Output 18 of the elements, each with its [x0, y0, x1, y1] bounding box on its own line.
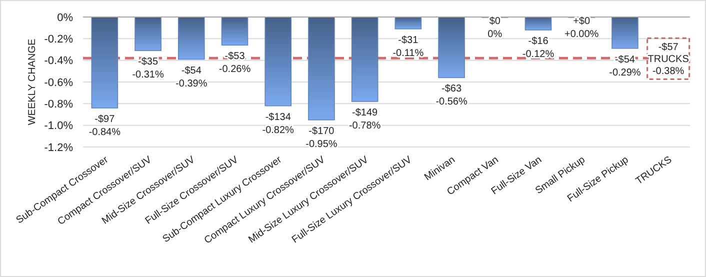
y-tick-label: 0% — [57, 12, 74, 24]
y-tick-label: -0.6% — [44, 76, 74, 89]
data-label: -$134 -0.82% — [262, 112, 294, 136]
data-label: $0 0% — [488, 16, 502, 40]
data-label: -$97 -0.84% — [88, 114, 121, 138]
data-label: -$170 -0.95% — [306, 126, 338, 150]
y-tick-label: -1.0% — [44, 120, 74, 132]
y-tick-label: -0.8% — [44, 98, 74, 111]
data-label: -$35 -0.31% — [132, 56, 164, 81]
data-label: -$31 -0.11% — [392, 34, 424, 59]
y-tick-label: -0.2% — [44, 34, 74, 46]
data-label: -$54 -0.39% — [176, 65, 208, 90]
y-tick-label: -1.2% — [44, 142, 74, 154]
ref-line-label: -$57 TRUCKS -0.38% — [648, 42, 690, 78]
y-axis-title: WEEKLY CHANGE — [27, 38, 38, 126]
y-tick-label: -0.4% — [44, 55, 74, 68]
data-label: -$63 -0.56% — [436, 84, 468, 108]
data-label: -$149 -0.78% — [348, 108, 381, 132]
